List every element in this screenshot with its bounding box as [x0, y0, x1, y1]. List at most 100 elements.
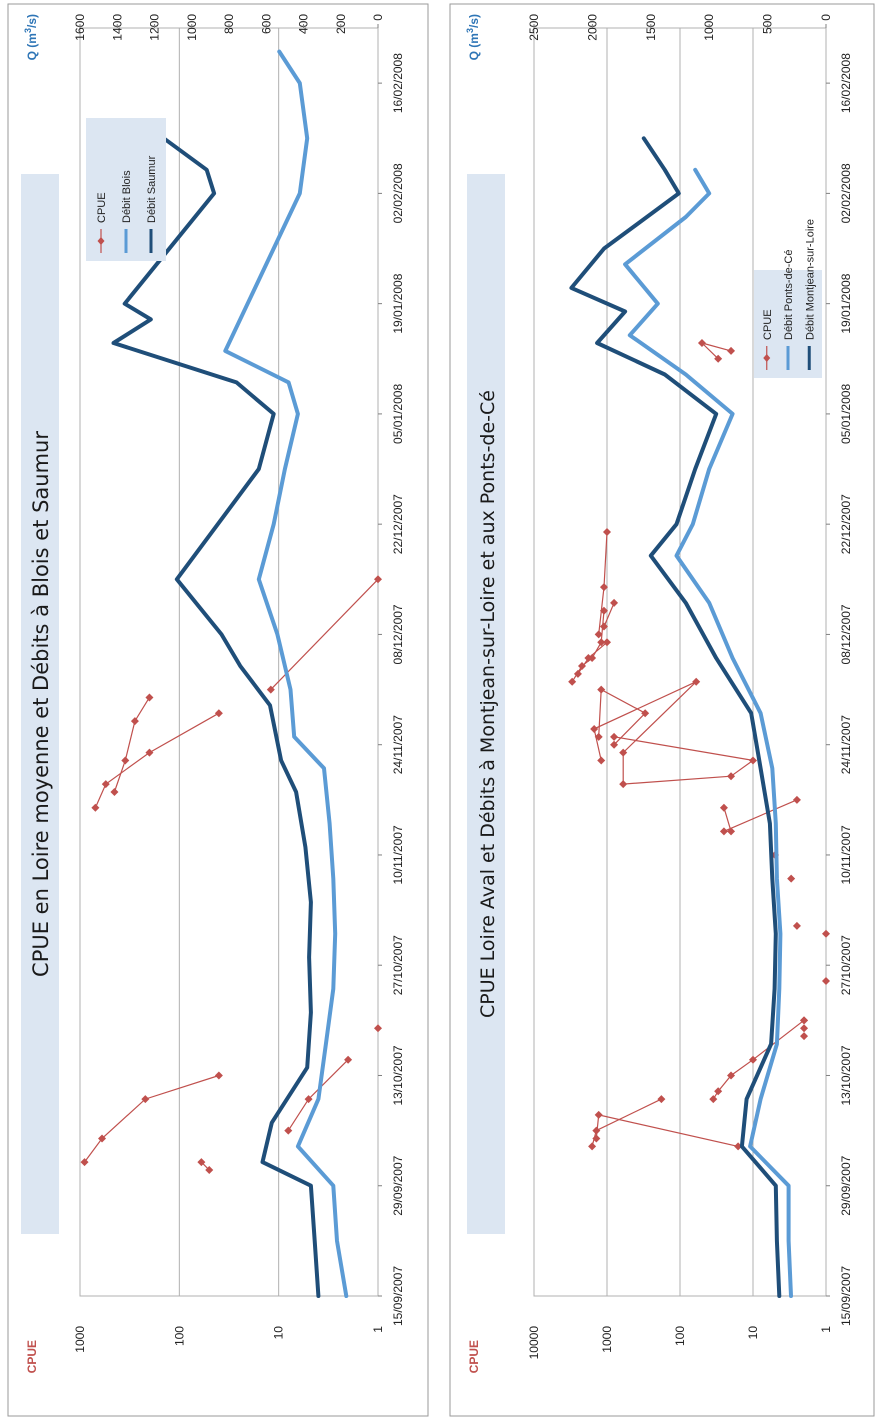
right-tick-label: 600	[259, 14, 273, 34]
cpue-point	[641, 709, 650, 718]
x-tick-label: 22/12/2007	[391, 494, 405, 554]
x-tick-label: 05/01/2008	[839, 384, 853, 444]
legend-label: Débit Blois	[121, 170, 133, 223]
cpue-point	[719, 827, 728, 836]
legend-label: CPUE	[96, 192, 108, 223]
cpue-point	[619, 780, 628, 789]
cpue-point	[610, 598, 619, 607]
plot-area	[533, 27, 827, 1297]
chart-border	[449, 3, 875, 1417]
cpue-point	[590, 724, 599, 733]
cpue-line	[84, 1074, 220, 1163]
cpue-point	[709, 1095, 718, 1104]
right-tick-label: 0	[371, 14, 385, 21]
x-tick-label: 02/02/2008	[391, 163, 405, 223]
right-axis-label: Q (m3/s)	[23, 14, 39, 60]
cpue-point	[594, 630, 603, 639]
cpue-point	[749, 1055, 757, 1064]
x-tick-label: 16/02/2008	[839, 53, 853, 113]
cpue-point	[727, 346, 736, 355]
cpue-point	[800, 1032, 809, 1041]
cpue-point	[141, 1095, 150, 1104]
cpue-point	[800, 1024, 809, 1033]
x-tick-label: 29/09/2007	[839, 1155, 853, 1215]
legend-marker	[763, 354, 771, 362]
cpue-point	[603, 638, 611, 647]
title-box	[467, 174, 505, 1234]
cpue-point	[214, 1071, 223, 1080]
cpue-point	[697, 339, 706, 348]
title-box	[21, 174, 59, 1234]
x-tick-label: 02/02/2008	[839, 163, 853, 223]
cpue-point	[110, 787, 119, 796]
x-tick-label: 05/01/2008	[391, 384, 405, 444]
right-tick-label: 0	[819, 14, 833, 21]
legend-label: Débit Ponts-de-Cé	[783, 250, 795, 341]
chart-border	[7, 3, 429, 1417]
cpue-point	[374, 1024, 382, 1033]
left-tick-label: 1000	[600, 1326, 614, 1353]
cpue-point	[727, 1071, 736, 1080]
cpue-point	[787, 874, 796, 883]
cpue-point	[597, 756, 606, 765]
left-tick-label: 100	[673, 1326, 687, 1346]
cpue-point	[599, 583, 608, 592]
cpue-point	[692, 677, 701, 686]
cpue-point	[145, 748, 154, 757]
legend-label: CPUE	[762, 309, 774, 340]
cpue-point	[214, 709, 223, 718]
x-tick-label: 10/11/2007	[839, 825, 853, 884]
cpue-point	[610, 740, 619, 749]
cpue-point	[599, 622, 608, 631]
cpue-point	[205, 1165, 214, 1174]
cpue-point	[266, 685, 275, 694]
x-tick-label: 15/09/2007	[839, 1266, 853, 1326]
cpue-point	[98, 1134, 107, 1143]
cpue-line	[723, 799, 798, 832]
legend-label: Débit Saumur	[146, 155, 158, 223]
flow-line	[569, 136, 782, 1298]
right-tick-label: 800	[222, 14, 236, 34]
x-tick-label: 19/01/2008	[839, 273, 853, 333]
cpue-point	[792, 795, 801, 804]
cpue-point	[592, 1134, 601, 1143]
left-axis-label: CPUE	[467, 1340, 481, 1373]
cpue-point	[145, 693, 154, 702]
cpue-point	[597, 685, 606, 694]
chart-title: CPUE Loire Aval et Débits à Montjean-sur…	[477, 390, 499, 1018]
x-tick-label: 24/11/2007	[839, 715, 853, 774]
left-tick-label: 1	[819, 1326, 833, 1333]
x-tick-label: 29/09/2007	[391, 1155, 405, 1215]
cpue-point	[344, 1055, 353, 1064]
flow-line	[623, 167, 793, 1298]
left-tick-label: 1000	[73, 1326, 87, 1353]
right-tick-label: 400	[297, 14, 311, 34]
left-tick-label: 10	[746, 1326, 760, 1340]
cpue-point	[304, 1095, 313, 1104]
cpue-point	[619, 748, 628, 757]
legend-label: Débit Montjean-sur-Loire	[804, 219, 816, 340]
flow-line	[111, 136, 321, 1298]
x-tick-label: 13/10/2007	[839, 1045, 853, 1105]
cpue-point	[573, 669, 582, 678]
x-tick-label: 15/09/2007	[391, 1266, 405, 1326]
cpue-point	[714, 1087, 723, 1096]
cpue-point	[714, 354, 723, 363]
cpue-point	[284, 1126, 293, 1135]
cpue-point	[197, 1158, 206, 1167]
left-tick-label: 10	[272, 1326, 286, 1340]
cpue-point	[822, 976, 830, 985]
x-tick-label: 27/10/2007	[839, 935, 853, 995]
cpue-point	[588, 1142, 597, 1151]
cpue-point	[568, 677, 577, 686]
x-tick-label: 22/12/2007	[839, 494, 853, 554]
cpue-line	[270, 578, 379, 691]
cpue-line	[113, 697, 150, 793]
cpue-line	[598, 688, 647, 746]
x-tick-label: 08/12/2007	[839, 604, 853, 664]
x-tick-label: 19/01/2008	[391, 273, 405, 333]
x-tick-label: 16/02/2008	[391, 53, 405, 113]
cpue-point	[374, 575, 382, 584]
chart-panel-montjean-ponts: 15/09/2007 29/09/2007 13/10/2007 27/10/2007…	[449, 3, 875, 1417]
left-tick-label: 100	[172, 1326, 186, 1346]
